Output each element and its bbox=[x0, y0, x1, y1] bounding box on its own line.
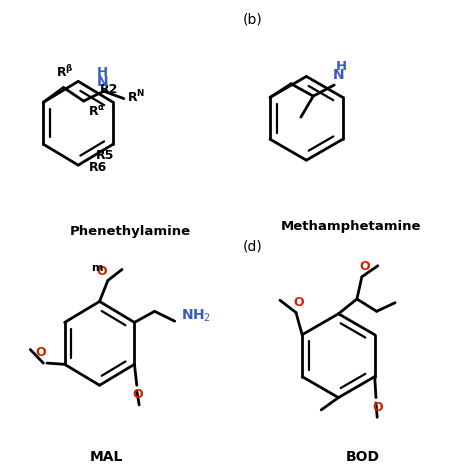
Text: R6: R6 bbox=[89, 161, 107, 174]
Text: R$^\mathbf{\beta}$: R$^\mathbf{\beta}$ bbox=[56, 64, 73, 80]
Text: MAL: MAL bbox=[90, 450, 123, 464]
Text: R2: R2 bbox=[100, 83, 118, 96]
Text: R5: R5 bbox=[96, 149, 114, 162]
Text: (b): (b) bbox=[242, 12, 262, 27]
Text: O: O bbox=[96, 264, 107, 278]
Text: N: N bbox=[333, 68, 345, 82]
Text: O: O bbox=[359, 260, 370, 273]
Text: BOD: BOD bbox=[346, 450, 380, 464]
Text: (d): (d) bbox=[242, 240, 262, 254]
Text: m: m bbox=[91, 263, 103, 273]
Text: R$^\mathbf{N}$: R$^\mathbf{N}$ bbox=[128, 89, 146, 106]
Text: H: H bbox=[97, 66, 108, 79]
Text: O: O bbox=[373, 401, 383, 413]
Text: H: H bbox=[336, 60, 346, 73]
Text: O: O bbox=[36, 346, 46, 359]
Text: NH$_2$: NH$_2$ bbox=[181, 308, 211, 324]
Text: Phenethylamine: Phenethylamine bbox=[70, 225, 191, 238]
Text: N: N bbox=[97, 75, 109, 89]
Text: O: O bbox=[133, 388, 143, 401]
Text: R$^\mathbf{\alpha}$: R$^\mathbf{\alpha}$ bbox=[88, 105, 105, 119]
Text: O: O bbox=[293, 296, 304, 309]
Text: Methamphetamine: Methamphetamine bbox=[281, 220, 421, 233]
